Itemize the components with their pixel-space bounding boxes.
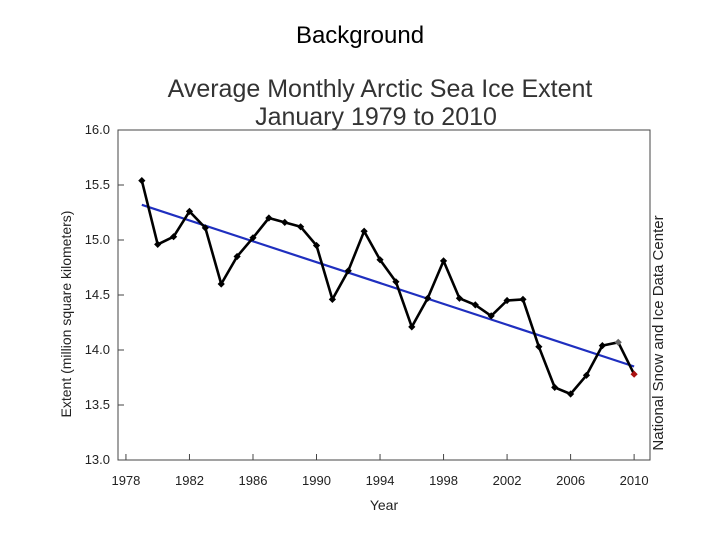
data-point [169, 233, 178, 241]
data-point [360, 227, 368, 235]
y-tick-label: 13.0 [85, 452, 110, 467]
data-point [281, 218, 289, 226]
y-tick-label: 13.5 [85, 397, 110, 412]
x-tick-label: 1978 [111, 473, 140, 488]
y-axis-label: Extent (million square kilometers) [58, 211, 74, 418]
data-point [376, 256, 384, 264]
x-tick-label: 1990 [302, 473, 331, 488]
plot-area [117, 129, 651, 461]
trend-line [141, 203, 635, 368]
data-point [519, 295, 527, 303]
data-point [297, 223, 305, 231]
data-point [217, 280, 225, 288]
data-point [566, 390, 575, 398]
x-tick-label: 1986 [239, 473, 268, 488]
data-point [551, 383, 559, 391]
chart-subtitle: January 1979 to 2010 [255, 103, 497, 131]
slide-title: Background [295, 22, 425, 49]
data-point [408, 323, 416, 331]
data-point [439, 257, 448, 265]
x-axis-label: Year [370, 497, 399, 513]
data-point [582, 371, 591, 379]
data-point [233, 252, 241, 261]
data-point [392, 278, 400, 286]
x-tick-label: 1998 [429, 473, 458, 488]
y-axis: 13.0 13.5 14.0 14.5 15.0 15.5 16.0 [85, 122, 124, 467]
chart-title: Average Monthly Arctic Sea Ice Extent [168, 75, 593, 103]
y-tick-label: 14.5 [85, 287, 110, 302]
data-point [249, 234, 257, 242]
x-axis: 1978 1982 1986 1990 1994 1998 2002 2006 2010 [111, 454, 649, 488]
data-point [535, 343, 543, 351]
y-tick-label: 14.0 [85, 342, 110, 357]
data-point [328, 295, 336, 303]
data-point [185, 207, 194, 215]
data-point [138, 177, 146, 185]
data-points [138, 177, 638, 398]
data-point [201, 224, 209, 232]
extent-series-line [140, 180, 636, 396]
data-point [424, 294, 432, 302]
data-point [630, 370, 638, 378]
y-tick-label: 16.0 [85, 122, 110, 137]
x-tick-label: 1994 [366, 473, 395, 488]
data-point [598, 342, 606, 350]
data-point [471, 301, 479, 309]
y-tick-label: 15.5 [85, 177, 110, 192]
x-tick-label: 1982 [175, 473, 204, 488]
data-point [487, 312, 495, 320]
x-tick-label: 2010 [620, 473, 649, 488]
data-point [455, 294, 464, 302]
data-point [503, 296, 511, 305]
y-tick-label: 15.0 [85, 232, 110, 247]
credit-label: National Snow and Ice Data Center [650, 215, 667, 450]
x-tick-label: 2002 [493, 473, 522, 488]
x-tick-label: 2006 [556, 473, 585, 488]
data-point [614, 338, 622, 346]
data-point [265, 214, 273, 222]
data-point [154, 240, 162, 248]
data-point [312, 241, 321, 250]
data-point [344, 267, 352, 275]
